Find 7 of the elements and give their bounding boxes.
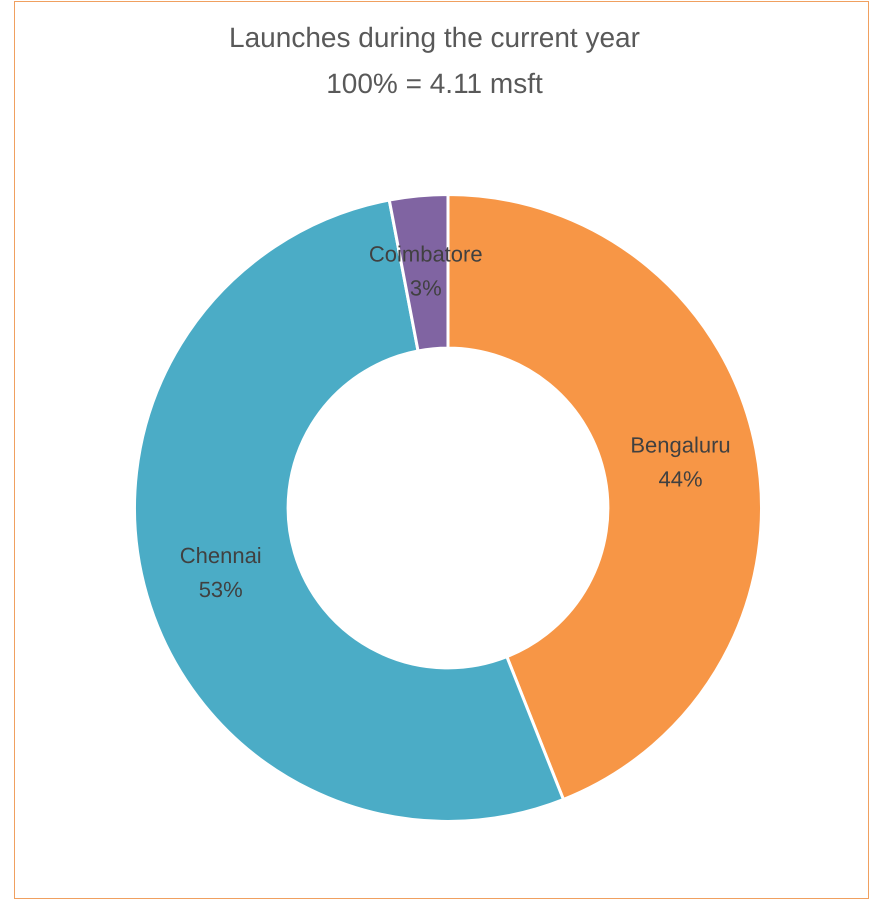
slice-label: Chennai — [180, 543, 262, 568]
slice-label: Bengaluru — [630, 432, 731, 458]
chart-subtitle: 100% = 4.11 msft — [325, 68, 544, 100]
data-label: 3% — [410, 275, 442, 300]
data-label: 44% — [658, 466, 703, 492]
chart-title: Launches during the current year — [228, 22, 641, 54]
data-label: 53% — [198, 577, 243, 602]
